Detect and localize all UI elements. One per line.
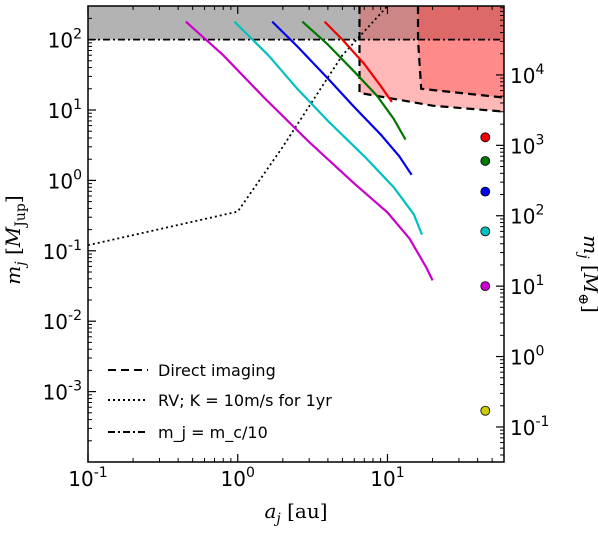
x-tick-label-0: 10-1 [68, 465, 107, 491]
y-left-tick-label-5: 102 [48, 27, 82, 53]
y-left-tick-label-2: 10-1 [43, 238, 82, 264]
x-tick-label-1: 100 [221, 465, 255, 491]
shaded-regions [88, 6, 504, 247]
series-line-0 [185, 20, 434, 281]
y-right-tick-label-1: 100 [510, 344, 544, 370]
markers [480, 132, 491, 416]
marker-1 [480, 156, 491, 166]
marker-2 [480, 186, 491, 197]
x-axis-label: aj [au] [264, 499, 327, 527]
y-right-tick-label-4: 103 [510, 132, 544, 158]
y-right-tick-label-0: 10-1 [510, 414, 549, 440]
y-axis-label-left: mj [MJup] [1, 195, 29, 284]
direct-imaging-inner-region [418, 6, 504, 98]
x-tick-label-2: 101 [370, 465, 404, 491]
y-right-tick-label-2: 101 [510, 273, 544, 299]
marker-0 [480, 132, 491, 143]
legend-label-0: Direct imaging [158, 361, 276, 380]
y-right-tick-label-5: 104 [510, 62, 544, 88]
legend-label-2: m_j = m_c/10 [158, 423, 268, 443]
marker-4 [480, 281, 491, 292]
y-axis-label-right: mj [M⊕] [575, 235, 598, 313]
series-line-2 [271, 20, 413, 176]
y-left-tick-label-1: 10-2 [43, 308, 82, 334]
ticks: 10-1 100 101 10-3 10-2 10-1 100 101 102 10-1 100 10… [43, 5, 549, 491]
gray-region [88, 6, 504, 40]
y-right-tick-label-3: 102 [510, 203, 544, 229]
series-lines [185, 20, 434, 281]
series-line-3 [301, 20, 407, 141]
plot-frame [87, 5, 505, 463]
series-line-1 [233, 20, 424, 236]
direct-imaging-line-inner [416, 6, 504, 99]
y-left-tick-label-0: 10-3 [43, 379, 82, 405]
y-left-tick-label-3: 100 [48, 167, 82, 193]
legend-label-1: RV; K = 10m/s for 1yr [158, 391, 332, 410]
y-left-tick-label-4: 101 [48, 97, 82, 123]
marker-5 [480, 405, 491, 416]
direct-imaging-region [359, 6, 504, 112]
direct-imaging-line [358, 6, 504, 113]
series-line-4 [323, 20, 393, 103]
legend: Direct imaging RV; K = 10m/s for 1yr m_j =… [108, 361, 332, 443]
marker-3 [480, 226, 491, 237]
